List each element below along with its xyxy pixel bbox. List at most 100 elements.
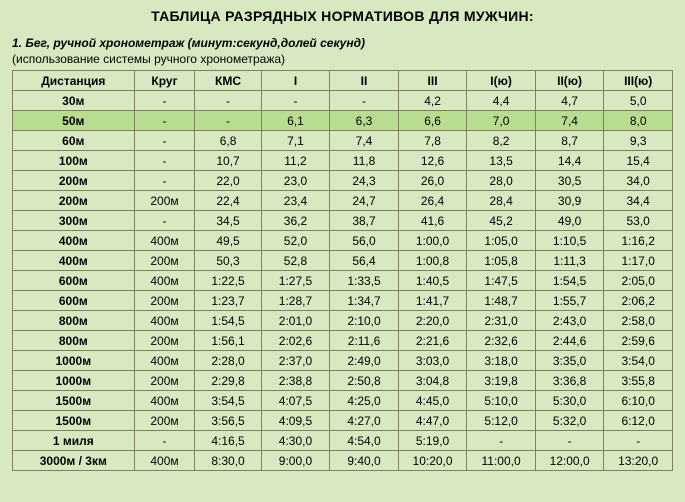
table-cell: 36,2 bbox=[261, 211, 330, 231]
table-cell: 24,3 bbox=[330, 171, 399, 191]
table-cell: 28,0 bbox=[467, 171, 536, 191]
table-cell: 200м bbox=[134, 411, 195, 431]
table-cell: 2:32,6 bbox=[467, 331, 536, 351]
table-cell: 30,9 bbox=[535, 191, 604, 211]
table-cell: - bbox=[134, 171, 195, 191]
table-cell: 28,4 bbox=[467, 191, 536, 211]
table-cell: 49,5 bbox=[195, 231, 261, 251]
table-cell: 30,5 bbox=[535, 171, 604, 191]
table-cell: 5:10,0 bbox=[467, 391, 536, 411]
table-cell: 4:47,0 bbox=[398, 411, 467, 431]
table-cell: 2:50,8 bbox=[330, 371, 399, 391]
table-cell: 5:32,0 bbox=[535, 411, 604, 431]
table-cell: 3:56,5 bbox=[195, 411, 261, 431]
table-cell: 12,6 bbox=[398, 151, 467, 171]
table-cell: 400м bbox=[134, 271, 195, 291]
table-cell: - bbox=[604, 431, 673, 451]
table-header-cell: III bbox=[398, 71, 467, 91]
table-cell: 400м bbox=[13, 251, 135, 271]
table-cell: - bbox=[330, 91, 399, 111]
table-cell: 49,0 bbox=[535, 211, 604, 231]
section-subtitle: 1. Бег, ручной хронометраж (минут:секунд… bbox=[12, 36, 673, 50]
table-cell: 38,7 bbox=[330, 211, 399, 231]
table-cell: 4:09,5 bbox=[261, 411, 330, 431]
table-row: 100м-10,711,211,812,613,514,415,4 bbox=[13, 151, 673, 171]
table-cell: 22,0 bbox=[195, 171, 261, 191]
table-cell: 1:28,7 bbox=[261, 291, 330, 311]
table-cell: 1:00,8 bbox=[398, 251, 467, 271]
page-title: ТАБЛИЦА РАЗРЯДНЫХ НОРМАТИВОВ ДЛЯ МУЖЧИН: bbox=[12, 8, 673, 24]
table-cell: 7,4 bbox=[535, 111, 604, 131]
table-cell: 4,4 bbox=[467, 91, 536, 111]
table-cell: 2:31,0 bbox=[467, 311, 536, 331]
table-cell: - bbox=[261, 91, 330, 111]
table-row: 1500м400м3:54,54:07,54:25,04:45,05:10,05… bbox=[13, 391, 673, 411]
table-cell: 400м bbox=[134, 391, 195, 411]
table-cell: 400м bbox=[134, 351, 195, 371]
table-header-cell: II bbox=[330, 71, 399, 91]
table-cell: 7,1 bbox=[261, 131, 330, 151]
table-cell: 1:34,7 bbox=[330, 291, 399, 311]
table-cell: 400м bbox=[134, 451, 195, 471]
table-cell: 1:10,5 bbox=[535, 231, 604, 251]
table-row: 60м-6,87,17,47,88,28,79,3 bbox=[13, 131, 673, 151]
table-cell: 4,2 bbox=[398, 91, 467, 111]
table-cell: 1 миля bbox=[13, 431, 135, 451]
table-header-cell: Круг bbox=[134, 71, 195, 91]
table-cell: 10:20,0 bbox=[398, 451, 467, 471]
table-cell: 6:10,0 bbox=[604, 391, 673, 411]
table-cell: 600м bbox=[13, 291, 135, 311]
table-cell: 1:27,5 bbox=[261, 271, 330, 291]
table-row: 200м-22,023,024,326,028,030,534,0 bbox=[13, 171, 673, 191]
table-cell: 7,0 bbox=[467, 111, 536, 131]
table-cell: 9,3 bbox=[604, 131, 673, 151]
table-cell: 1:55,7 bbox=[535, 291, 604, 311]
table-cell: 2:28,0 bbox=[195, 351, 261, 371]
table-cell: 8,0 bbox=[604, 111, 673, 131]
table-cell: 53,0 bbox=[604, 211, 673, 231]
table-row: 1 миля-4:16,54:30,04:54,05:19,0--- bbox=[13, 431, 673, 451]
table-cell: - bbox=[195, 111, 261, 131]
table-row: 3000м / 3км400м8:30,09:00,09:40,010:20,0… bbox=[13, 451, 673, 471]
table-cell: 45,2 bbox=[467, 211, 536, 231]
table-cell: 2:05,0 bbox=[604, 271, 673, 291]
table-cell: 400м bbox=[134, 231, 195, 251]
table-cell: 1:47,5 bbox=[467, 271, 536, 291]
table-cell: 8,2 bbox=[467, 131, 536, 151]
table-cell: 24,7 bbox=[330, 191, 399, 211]
table-header-cell: III(ю) bbox=[604, 71, 673, 91]
table-cell: 7,4 bbox=[330, 131, 399, 151]
table-cell: 1:54,5 bbox=[535, 271, 604, 291]
table-cell: 4:45,0 bbox=[398, 391, 467, 411]
table-row: 30м----4,24,44,75,0 bbox=[13, 91, 673, 111]
table-cell: 8,7 bbox=[535, 131, 604, 151]
table-cell: 2:10,0 bbox=[330, 311, 399, 331]
section-note: (использование системы ручного хронометр… bbox=[12, 52, 673, 66]
table-cell: 4:07,5 bbox=[261, 391, 330, 411]
table-cell: 52,0 bbox=[261, 231, 330, 251]
table-cell: 3:03,0 bbox=[398, 351, 467, 371]
table-cell: 1:16,2 bbox=[604, 231, 673, 251]
table-header-cell: I(ю) bbox=[467, 71, 536, 91]
table-cell: 4:16,5 bbox=[195, 431, 261, 451]
table-cell: 9:00,0 bbox=[261, 451, 330, 471]
table-cell: 2:58,0 bbox=[604, 311, 673, 331]
table-row: 1000м400м2:28,02:37,02:49,03:03,03:18,03… bbox=[13, 351, 673, 371]
table-row: 800м400м1:54,52:01,02:10,02:20,02:31,02:… bbox=[13, 311, 673, 331]
table-cell: 100м bbox=[13, 151, 135, 171]
table-cell: 800м bbox=[13, 311, 135, 331]
table-cell: 15,4 bbox=[604, 151, 673, 171]
table-cell: 2:59,6 bbox=[604, 331, 673, 351]
table-cell: 10,7 bbox=[195, 151, 261, 171]
table-cell: 50м bbox=[13, 111, 135, 131]
table-cell: 5:19,0 bbox=[398, 431, 467, 451]
table-cell: 41,6 bbox=[398, 211, 467, 231]
table-cell: 13,5 bbox=[467, 151, 536, 171]
table-body: 30м----4,24,44,75,050м--6,16,36,67,07,48… bbox=[13, 91, 673, 471]
table-cell: 6:12,0 bbox=[604, 411, 673, 431]
table-cell: 2:38,8 bbox=[261, 371, 330, 391]
table-cell: - bbox=[134, 431, 195, 451]
table-cell: 1:54,5 bbox=[195, 311, 261, 331]
table-cell: 1:05,8 bbox=[467, 251, 536, 271]
table-cell: - bbox=[134, 211, 195, 231]
